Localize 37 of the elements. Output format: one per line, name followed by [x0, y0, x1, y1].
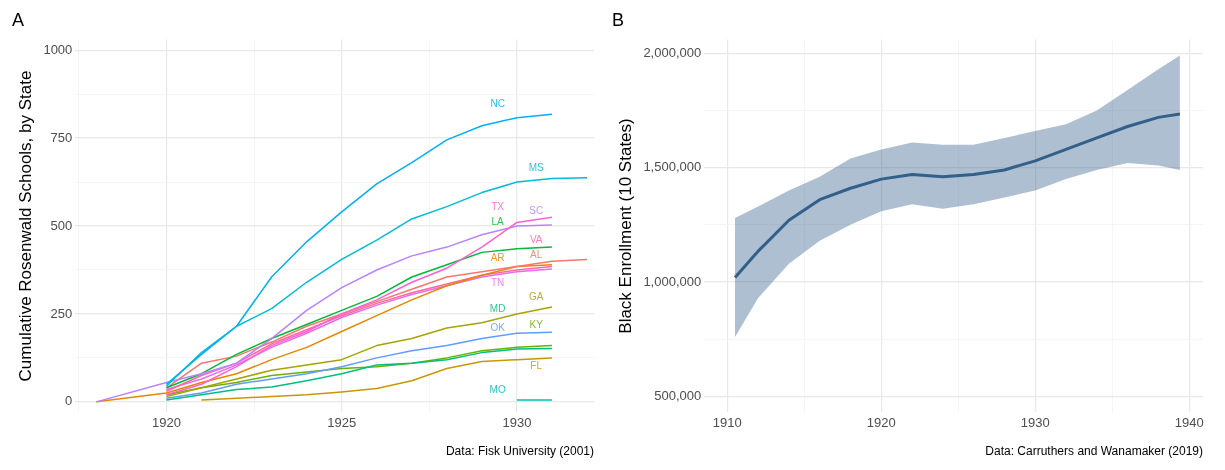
y-tick-label: 500	[50, 217, 73, 233]
text: VA	[529, 234, 543, 246]
y-tick-label: 1,000,000	[643, 273, 702, 289]
y-tick-label: 500,000	[654, 387, 702, 403]
series-label: AR	[490, 252, 505, 264]
series-label: FL	[530, 359, 543, 371]
series-label: OK	[490, 321, 506, 333]
y-tick-label: 750	[50, 129, 73, 145]
series-label: MS	[528, 161, 544, 173]
y-tick-label: 2,000,000	[643, 44, 702, 60]
x-tick-label: 1910	[712, 414, 742, 430]
text: Data: Fisk University (2001)	[445, 444, 594, 459]
series-label: AL	[530, 249, 543, 261]
y-tick-label: 1000	[43, 41, 73, 57]
x-tick-label: 1920	[151, 414, 181, 430]
series-label: TX	[491, 200, 505, 212]
y-tick-label: 0	[65, 393, 73, 409]
series-label: KY	[529, 319, 544, 331]
x-tick-label: 1930	[502, 414, 532, 430]
series-label: GA	[528, 290, 544, 302]
x-tick-label: 1925	[327, 414, 357, 430]
x-tick-label: 1930	[1020, 414, 1050, 430]
x-tick-label: 1920	[866, 414, 896, 430]
text: LA	[491, 215, 505, 227]
chart-title: B	[612, 9, 625, 30]
y-axis-title: Cumulative Rosenwald Schools, by State	[15, 70, 35, 382]
series-label: MO	[489, 383, 506, 395]
y-tick-label: 1,500,000	[643, 159, 702, 175]
series-label: SC	[529, 204, 544, 216]
y-axis-title: Black Enrollment (10 States)	[615, 118, 635, 334]
y-tick-label: 250	[50, 305, 73, 321]
text: MD	[489, 303, 506, 315]
series-label: NC	[490, 97, 505, 109]
chart-title: A	[12, 9, 25, 30]
series-label: TN	[490, 276, 505, 288]
text: Data: Carruthers and Wanamaker (2019)	[985, 444, 1203, 459]
x-tick-label: 1940	[1174, 414, 1204, 430]
